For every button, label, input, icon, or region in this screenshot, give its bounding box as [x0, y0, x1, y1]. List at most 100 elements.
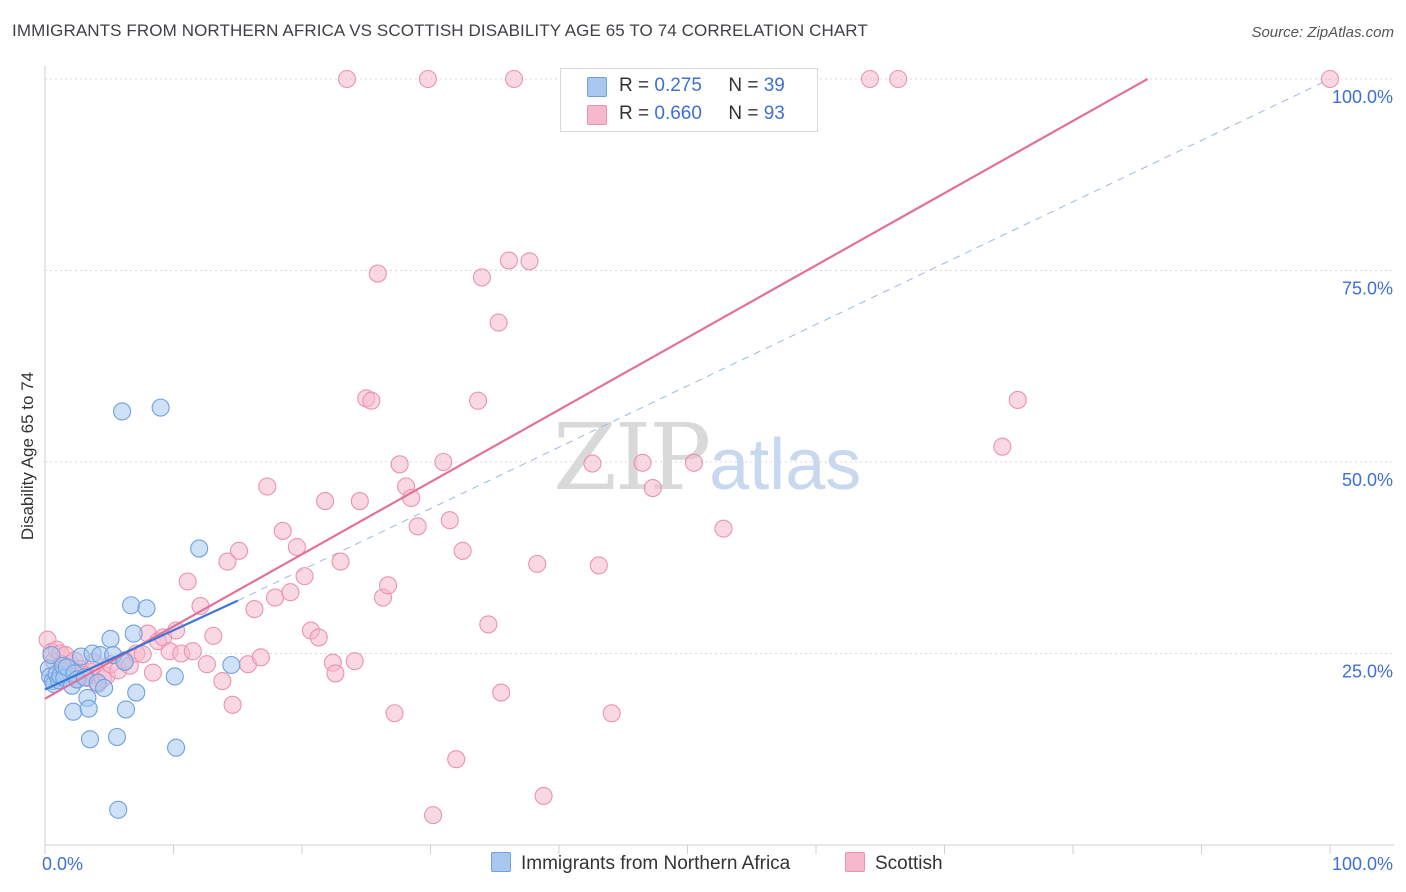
scottish-point	[643, 478, 662, 498]
northern-africa-point	[64, 702, 83, 721]
scottish-point	[326, 664, 345, 683]
chart-title: IMMIGRANTS FROM NORTHERN AFRICA VS SCOTT…	[12, 21, 868, 40]
scottish-point	[213, 672, 232, 691]
legend-n-value: 93	[763, 103, 785, 124]
northern-africa-point	[101, 629, 120, 648]
scottish-point	[281, 583, 300, 602]
legend-n-value: 39	[763, 75, 785, 96]
northern-africa-point	[190, 539, 209, 558]
scottish-point	[204, 626, 223, 645]
x-tick-label: 0.0%	[42, 854, 83, 874]
scottish-point	[453, 541, 472, 560]
watermark-atlas: atlas	[709, 425, 862, 505]
reference-line	[237, 78, 1331, 602]
scottish-point	[1320, 69, 1340, 89]
scottish-point	[368, 264, 387, 283]
scottish-point	[251, 648, 270, 667]
axes	[44, 66, 1394, 854]
y-tick-label: 100.0%	[1332, 87, 1393, 107]
scottish-point	[385, 704, 404, 723]
scottish-point	[633, 453, 652, 472]
northern-africa-point	[95, 678, 114, 698]
scottish-point	[143, 663, 162, 682]
northern-africa-point	[122, 596, 141, 615]
scottish-point	[583, 454, 602, 473]
legend-n-label: N =	[728, 103, 759, 124]
northern-africa-point	[113, 402, 132, 421]
northern-africa-point	[167, 738, 186, 757]
scottish-point	[440, 511, 459, 530]
scottish-point	[309, 628, 328, 647]
scottish-point	[447, 750, 466, 769]
legend-r-value: 0.660	[654, 103, 702, 124]
scottish-point	[337, 69, 357, 89]
scottish-point	[245, 600, 264, 619]
gridlines	[45, 78, 1394, 654]
bottom-legend-swatch-blue	[491, 852, 511, 872]
scottish-point	[479, 615, 498, 634]
legend-swatch-blue	[587, 77, 607, 97]
scottish-point	[390, 455, 409, 474]
northern-africa-point	[124, 624, 143, 643]
scottish-point	[178, 572, 197, 591]
legend-r-value: 0.275	[654, 75, 702, 96]
scottish-point	[504, 69, 524, 89]
scottish-point	[489, 313, 508, 332]
northern-africa-point	[107, 727, 127, 747]
reference-dashed-line	[237, 78, 1331, 602]
northern-africa-trend-line	[44, 599, 239, 691]
northern-africa-points	[39, 398, 241, 819]
bottom-legend-northern-africa: Immigrants from Northern Africa	[491, 852, 790, 875]
scottish-point	[602, 704, 621, 723]
scottish-point	[350, 492, 369, 511]
scottish-point	[273, 521, 292, 540]
scottish-point	[408, 517, 427, 536]
scottish-point	[258, 477, 277, 496]
scottish-point	[889, 69, 908, 89]
trend-lines	[44, 78, 1149, 700]
northern-africa-point	[137, 599, 156, 618]
scottish-point	[345, 652, 364, 671]
legend-r-label: R =	[619, 103, 650, 124]
northern-africa-point	[116, 700, 136, 719]
scottish-point	[133, 645, 152, 664]
legend-r-label: R =	[619, 75, 650, 96]
scottish-point	[434, 452, 453, 472]
legend-swatch-pink	[587, 105, 607, 125]
scottish-point	[265, 588, 285, 607]
scottish-point	[1008, 390, 1027, 410]
scottish-point	[287, 537, 306, 557]
chart-source: Source: ZipAtlas.com	[1251, 24, 1394, 41]
y-axis-label: Disability Age 65 to 74	[18, 371, 37, 541]
scottish-point	[197, 655, 216, 674]
bottom-legend-label: Scottish	[875, 853, 943, 874]
watermark: ZIPatlas	[553, 404, 861, 511]
bottom-legend-swatch-pink	[845, 852, 865, 872]
scottish-point	[316, 492, 335, 511]
scottish-point	[589, 556, 608, 575]
bottom-legend-label: Immigrants from Northern Africa	[521, 853, 791, 874]
scottish-point	[229, 541, 249, 560]
scottish-point	[183, 642, 202, 661]
scottish-point	[468, 391, 488, 410]
scottish-point	[472, 268, 491, 287]
northern-africa-point	[165, 667, 184, 686]
y-tick-label: 25.0%	[1342, 662, 1393, 682]
scottish-point	[528, 554, 547, 573]
correlation-legend: R = 0.275 N = 39 R = 0.660 N = 93	[560, 68, 818, 132]
northern-africa-point	[127, 683, 146, 702]
scottish-point	[218, 552, 237, 571]
scottish-point	[714, 519, 733, 538]
northern-africa-point	[42, 645, 61, 665]
x-tick-label: 100.0%	[1332, 854, 1393, 874]
northern-africa-point	[151, 398, 170, 417]
scottish-point	[362, 391, 381, 410]
tick-labels: 25.0% 50.0% 75.0% 100.0% 0.0% 100.0%	[42, 87, 1393, 874]
scottish-point	[379, 576, 398, 595]
northern-africa-point	[80, 730, 100, 749]
y-tick-label: 50.0%	[1342, 470, 1393, 490]
scottish-point	[860, 69, 880, 89]
northern-africa-point	[109, 800, 128, 819]
scottish-point	[492, 683, 511, 702]
